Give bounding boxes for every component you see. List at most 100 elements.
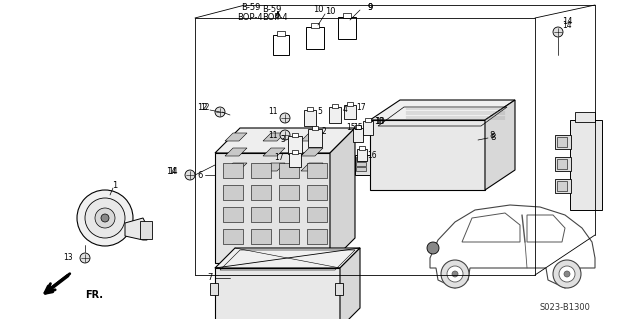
Bar	[308, 129, 322, 147]
Polygon shape	[301, 163, 323, 171]
Bar	[251, 207, 271, 222]
Bar	[279, 185, 299, 200]
Text: 10: 10	[313, 5, 323, 14]
Circle shape	[77, 190, 133, 246]
Text: B-59: B-59	[262, 5, 282, 14]
Bar	[555, 157, 571, 171]
Text: 2: 2	[322, 127, 326, 136]
Polygon shape	[225, 163, 247, 171]
Text: 17: 17	[275, 153, 284, 162]
Circle shape	[80, 253, 90, 263]
Circle shape	[553, 260, 581, 288]
Circle shape	[185, 170, 195, 180]
Bar	[353, 128, 363, 142]
Bar	[555, 179, 571, 193]
Bar	[140, 221, 152, 239]
Text: 6: 6	[198, 170, 203, 180]
Polygon shape	[263, 163, 285, 171]
Circle shape	[441, 260, 469, 288]
Bar	[575, 112, 595, 122]
Bar	[277, 31, 285, 36]
Bar	[251, 185, 271, 200]
Circle shape	[280, 130, 290, 140]
Text: 3: 3	[280, 136, 285, 145]
Bar	[307, 163, 327, 178]
Text: 5: 5	[317, 108, 323, 116]
Polygon shape	[215, 153, 330, 263]
Polygon shape	[485, 100, 515, 190]
Polygon shape	[215, 128, 355, 153]
Text: 14: 14	[168, 167, 178, 176]
Bar	[292, 133, 298, 137]
Text: FR.: FR.	[85, 290, 103, 300]
Text: 1: 1	[113, 181, 118, 189]
Circle shape	[215, 107, 225, 117]
Bar	[357, 149, 367, 161]
Circle shape	[85, 198, 125, 238]
Text: BOP-4: BOP-4	[262, 13, 287, 23]
Text: 11: 11	[269, 108, 278, 116]
Bar	[363, 121, 373, 135]
Polygon shape	[527, 215, 565, 242]
Bar	[332, 104, 338, 108]
Polygon shape	[370, 100, 515, 120]
Bar	[289, 153, 301, 167]
Bar	[279, 229, 299, 244]
Bar	[356, 162, 366, 166]
Bar	[311, 23, 319, 28]
Bar	[343, 13, 351, 18]
Polygon shape	[330, 128, 355, 263]
Bar	[555, 135, 571, 149]
Polygon shape	[355, 155, 370, 175]
Text: 9: 9	[367, 4, 372, 12]
Text: 18: 18	[375, 117, 385, 127]
Bar	[347, 102, 353, 106]
Bar	[335, 283, 343, 295]
Text: B-59: B-59	[241, 4, 260, 12]
Bar	[306, 27, 324, 49]
Polygon shape	[215, 248, 360, 268]
Bar	[223, 229, 243, 244]
Bar	[279, 207, 299, 222]
Polygon shape	[125, 218, 147, 240]
Polygon shape	[462, 213, 520, 242]
Bar	[307, 207, 327, 222]
Circle shape	[280, 113, 290, 123]
Text: 8: 8	[490, 130, 495, 139]
Bar	[307, 107, 313, 111]
Text: 8: 8	[490, 133, 495, 143]
Polygon shape	[301, 148, 323, 156]
Circle shape	[559, 266, 575, 282]
Bar	[356, 157, 366, 161]
Text: 11: 11	[269, 130, 278, 139]
Bar	[292, 150, 298, 154]
Polygon shape	[430, 205, 595, 288]
Bar	[307, 185, 327, 200]
Circle shape	[553, 27, 563, 37]
Bar	[307, 229, 327, 244]
Bar	[344, 105, 356, 119]
Bar	[251, 163, 271, 178]
Bar	[279, 163, 299, 178]
Polygon shape	[340, 248, 360, 319]
Text: 12: 12	[200, 103, 210, 113]
Circle shape	[447, 266, 463, 282]
Bar	[338, 17, 356, 39]
Bar	[557, 137, 567, 147]
Text: S023-B1300: S023-B1300	[539, 303, 590, 313]
Text: 13: 13	[63, 254, 73, 263]
Text: 14: 14	[166, 167, 177, 176]
Text: 12: 12	[198, 103, 208, 113]
Bar	[223, 207, 243, 222]
Text: 14: 14	[562, 18, 572, 26]
Polygon shape	[225, 133, 247, 141]
Polygon shape	[263, 148, 285, 156]
Bar	[304, 110, 316, 126]
Circle shape	[101, 214, 109, 222]
Polygon shape	[263, 133, 285, 141]
Circle shape	[427, 242, 439, 254]
Bar	[223, 163, 243, 178]
Text: 10: 10	[324, 8, 335, 17]
Circle shape	[564, 271, 570, 277]
Bar	[570, 120, 602, 210]
